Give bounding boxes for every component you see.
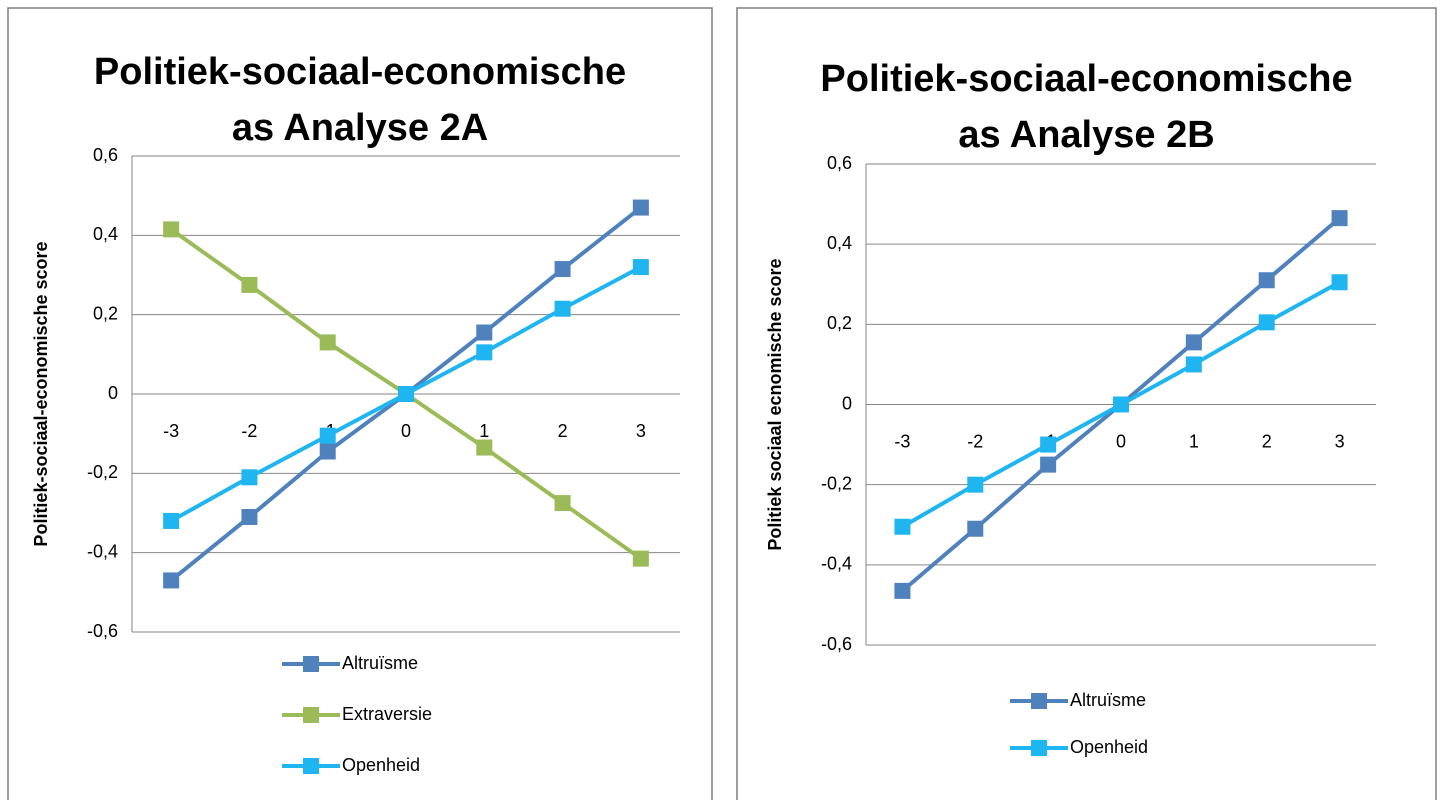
marker <box>398 386 414 402</box>
marker <box>554 261 571 278</box>
y-tick-label: -0,6 <box>821 634 852 654</box>
y-tick-label: 0,6 <box>827 153 852 173</box>
y-tick-label: 0,6 <box>93 145 118 165</box>
y-tick-label: 0 <box>842 393 852 413</box>
marker <box>894 518 911 535</box>
legend-label: Altruïsme <box>342 653 418 673</box>
y-tick-label: 0,2 <box>93 303 118 323</box>
y-tick-label: -0,4 <box>821 554 852 574</box>
marker <box>1040 436 1057 453</box>
y-axis-title: Politiek sociaal ecnomische score <box>765 258 785 550</box>
marker <box>319 427 336 444</box>
y-tick-label: 0 <box>108 383 118 403</box>
x-tick-label: 3 <box>636 421 646 441</box>
marker <box>476 439 493 456</box>
marker <box>554 495 571 512</box>
marker <box>1185 356 1202 373</box>
marker <box>967 520 984 537</box>
x-tick-label: -2 <box>241 421 257 441</box>
marker <box>241 276 258 293</box>
x-tick-label: 0 <box>1116 431 1126 451</box>
marker <box>319 443 336 460</box>
panel <box>736 7 1437 800</box>
marker <box>476 324 493 341</box>
marker <box>1258 314 1275 331</box>
marker <box>241 508 258 525</box>
x-tick-label: -3 <box>894 431 910 451</box>
y-tick-label: -0,4 <box>87 541 118 561</box>
marker <box>319 334 336 351</box>
x-tick-label: -2 <box>967 431 983 451</box>
marker <box>1185 334 1202 351</box>
marker <box>163 572 180 589</box>
legend-label: Altruïsme <box>1070 690 1146 710</box>
marker <box>163 221 180 238</box>
marker <box>554 300 571 317</box>
marker <box>476 344 493 361</box>
marker <box>241 469 258 486</box>
marker <box>1331 210 1348 227</box>
y-tick-label: -0,2 <box>821 473 852 493</box>
y-tick-label: 0,2 <box>827 313 852 333</box>
marker <box>632 259 649 276</box>
chart-title: Politiek-sociaal-economische as Analyse … <box>820 58 1353 156</box>
x-tick-label: 0 <box>401 421 411 441</box>
chart-title: Politiek-sociaal-economische as Analyse … <box>93 51 627 149</box>
marker <box>1040 456 1057 473</box>
marker <box>1258 272 1275 289</box>
x-tick-label: 1 <box>1189 431 1199 451</box>
legend-label: Openheid <box>342 755 420 775</box>
marker <box>163 512 180 529</box>
marker <box>1113 396 1129 413</box>
panel <box>7 7 713 800</box>
y-tick-label: 0,4 <box>93 224 118 244</box>
marker <box>632 550 649 567</box>
legend-label: Openheid <box>1070 737 1148 757</box>
legend-label: Extraversie <box>342 704 432 724</box>
marker <box>894 582 911 599</box>
x-tick-label: 2 <box>1262 431 1272 451</box>
y-axis-title: Politiek-sociaal-economische score <box>31 241 51 546</box>
y-tick-label: 0,4 <box>827 233 852 253</box>
x-tick-label: 3 <box>1335 431 1345 451</box>
marker <box>967 476 984 493</box>
y-tick-label: -0,2 <box>87 462 118 482</box>
x-tick-label: 2 <box>558 421 568 441</box>
y-tick-label: -0,6 <box>87 621 118 641</box>
legend-marker <box>303 707 319 723</box>
x-tick-label: 1 <box>479 421 489 441</box>
legend-marker <box>1031 740 1047 756</box>
legend-marker <box>1031 693 1047 709</box>
marker <box>632 199 649 216</box>
legend-marker <box>303 758 319 774</box>
marker <box>1331 274 1348 291</box>
legend-marker <box>303 656 319 672</box>
x-tick-label: -3 <box>163 421 179 441</box>
